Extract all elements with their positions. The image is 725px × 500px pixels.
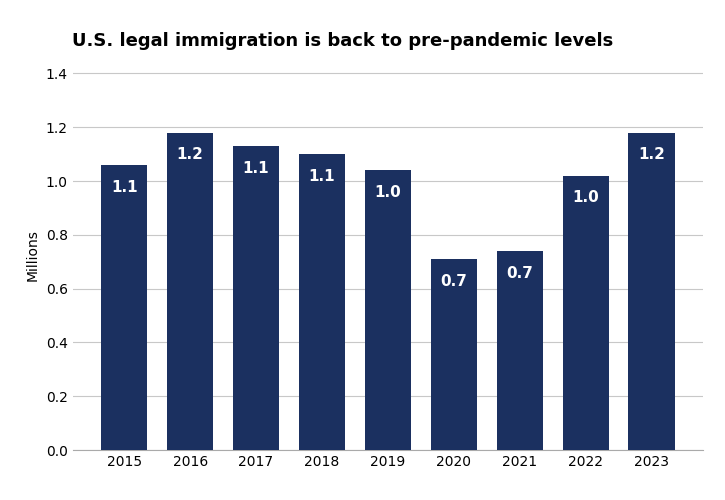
Text: U.S. legal immigration is back to pre-pandemic levels: U.S. legal immigration is back to pre-pa… (72, 32, 614, 50)
Text: 0.7: 0.7 (506, 266, 533, 281)
Text: 1.2: 1.2 (177, 148, 204, 162)
Text: 1.1: 1.1 (309, 169, 335, 184)
Text: 1.1: 1.1 (243, 161, 270, 176)
Bar (431, 259, 477, 450)
Text: 0.7: 0.7 (440, 274, 467, 289)
Bar (233, 146, 279, 450)
Bar (497, 251, 543, 450)
Text: 1.0: 1.0 (375, 185, 401, 200)
Bar (102, 165, 147, 450)
Y-axis label: Millions: Millions (26, 229, 40, 281)
Bar (563, 176, 609, 450)
Bar (629, 132, 674, 450)
Text: 1.1: 1.1 (111, 180, 138, 194)
Bar (365, 170, 411, 450)
Bar (299, 154, 345, 450)
Bar (167, 132, 213, 450)
Text: 1.0: 1.0 (572, 190, 599, 206)
Text: 1.2: 1.2 (638, 148, 665, 162)
